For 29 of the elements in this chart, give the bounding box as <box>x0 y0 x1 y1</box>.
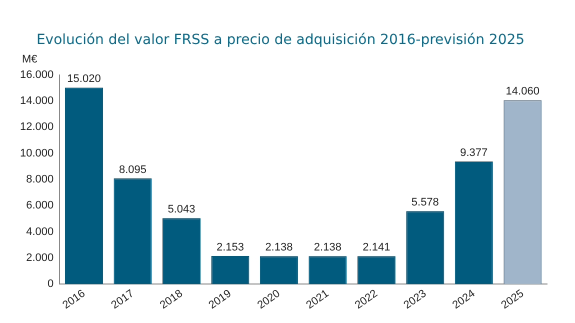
bar <box>406 211 444 284</box>
chart-title: Evolución del valor FRSS a precio de adquisición 2016-previsión 2025 <box>36 32 525 48</box>
y-tick-label: 8.000 <box>26 174 54 186</box>
data-label: 2.138 <box>314 242 342 254</box>
data-label: 14.060 <box>506 86 540 98</box>
data-label: 2.141 <box>362 242 390 254</box>
y-tick-label: 2.000 <box>26 252 54 264</box>
data-label: 5.578 <box>411 196 439 209</box>
bar <box>308 256 347 284</box>
y-tick-label: 16.000 <box>20 68 54 81</box>
bar <box>114 178 152 284</box>
data-label: 15.020 <box>67 73 101 86</box>
bar <box>65 88 104 284</box>
y-tick-label: 12.000 <box>20 121 54 134</box>
data-label: 5.043 <box>168 204 196 216</box>
y-tick-label: 10.000 <box>20 147 54 160</box>
bar <box>260 256 298 284</box>
bar <box>454 161 493 284</box>
bar <box>162 218 200 284</box>
data-label: 8.095 <box>118 164 147 176</box>
y-tick-label: 0 <box>48 278 54 290</box>
data-label: 2.138 <box>265 242 293 254</box>
y-axis-title: M€ <box>22 53 38 66</box>
y-tick-label: 14.000 <box>20 95 54 107</box>
y-tick-label: 6.000 <box>26 200 54 212</box>
bar <box>357 256 396 284</box>
data-label: 2.153 <box>216 242 244 254</box>
y-tick-label: 4.000 <box>26 226 54 238</box>
data-label: 9.377 <box>460 146 488 159</box>
